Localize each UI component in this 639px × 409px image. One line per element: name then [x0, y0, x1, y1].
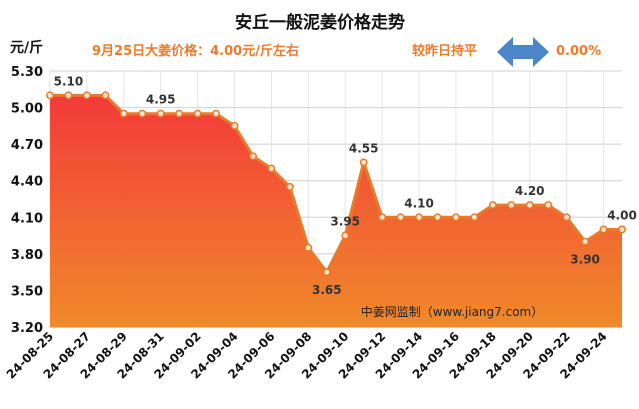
y-tick-label: 3.20 — [11, 321, 43, 336]
data-label: 5.10 — [54, 74, 84, 88]
change-label: 较昨日持平 — [412, 43, 477, 59]
data-point — [599, 225, 608, 234]
y-tick-label: 4.40 — [11, 175, 43, 190]
double-arrow-icon — [497, 37, 549, 67]
data-label: 4.00 — [607, 208, 637, 222]
y-tick-label: 5.00 — [11, 102, 43, 117]
data-points — [46, 91, 626, 277]
y-tick-label: 3.50 — [11, 284, 43, 299]
data-label: 3.65 — [312, 283, 342, 297]
data-point — [230, 121, 239, 130]
area-fill — [50, 95, 622, 328]
data-point — [507, 201, 516, 210]
data-point — [488, 201, 497, 210]
data-point — [341, 231, 350, 240]
y-tick-label: 3.80 — [11, 248, 43, 263]
data-point — [451, 213, 460, 222]
data-point — [175, 109, 184, 118]
data-point — [249, 152, 257, 161]
data-point — [46, 91, 54, 100]
data-point — [156, 109, 165, 118]
data-point — [285, 182, 294, 191]
data-label: 3.95 — [330, 215, 360, 229]
data-point — [415, 213, 423, 222]
data-point — [138, 109, 147, 118]
data-point — [101, 91, 110, 100]
data-point — [304, 243, 313, 252]
data-point — [525, 201, 534, 210]
data-point — [82, 91, 91, 100]
data-point — [618, 225, 626, 234]
data-label: 4.55 — [349, 141, 379, 155]
area-fill-shape — [50, 95, 622, 328]
y-tick-label: 4.70 — [11, 138, 43, 153]
data-point — [322, 268, 331, 277]
data-point — [433, 213, 442, 222]
y-axis: 3.20 3.50 3.80 4.10 4.40 4.70 5.00 5.30 — [11, 65, 43, 336]
data-point — [544, 201, 553, 210]
data-point — [378, 213, 387, 222]
data-label: 4.95 — [146, 93, 176, 107]
data-point — [64, 91, 73, 100]
data-point — [359, 158, 368, 167]
data-labels: 5.10 4.95 3.65 3.95 4.55 4.10 4.20 3.90 4.00 — [54, 74, 637, 297]
unit-label: 元/斤 — [10, 39, 43, 56]
y-tick-label: 5.30 — [11, 65, 43, 80]
data-label: 3.90 — [570, 253, 600, 267]
data-point — [193, 109, 202, 118]
data-point — [562, 213, 571, 222]
change-value: 0.00% — [556, 44, 601, 59]
y-tick-label: 4.10 — [11, 211, 43, 226]
data-point — [267, 164, 276, 173]
data-point — [470, 213, 479, 222]
data-point — [396, 213, 405, 222]
watermark: 中姜网监制（www.jiang7.com） — [361, 304, 543, 319]
subtitle: 9月25日大姜价格：4.00元/斤左右 — [92, 43, 299, 59]
x-axis: 24-08-2524-08-2724-08-2924-08-3124-09-02… — [4, 329, 610, 381]
data-label: 4.20 — [515, 184, 545, 198]
data-point — [119, 109, 128, 118]
chart-title: 安丘一般泥姜价格走势 — [235, 12, 405, 33]
data-point — [581, 237, 590, 246]
data-point — [212, 109, 221, 118]
data-label: 4.10 — [404, 196, 434, 210]
